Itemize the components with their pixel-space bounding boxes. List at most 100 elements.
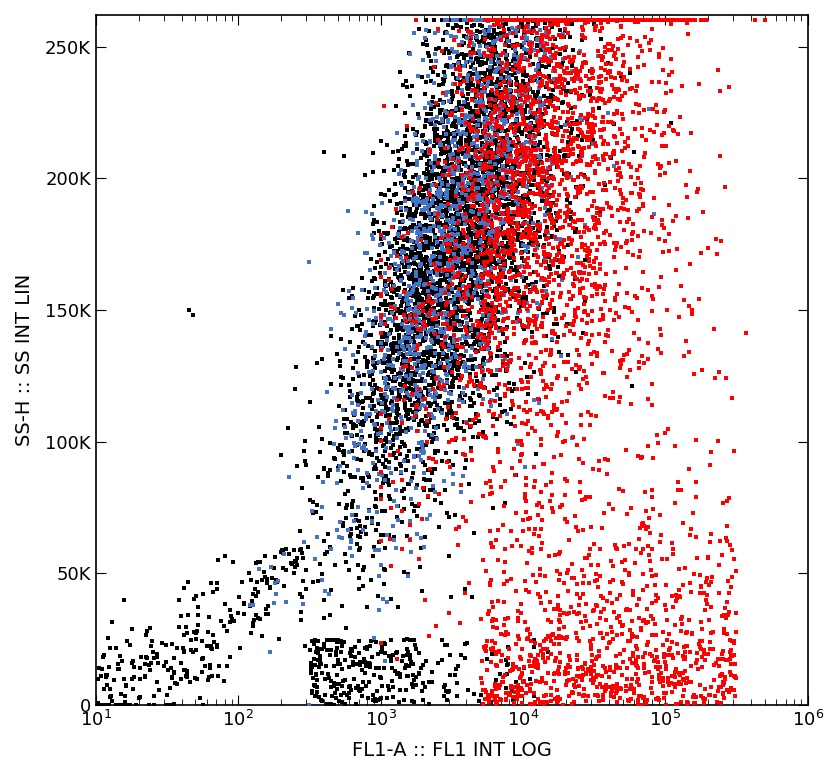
Point <box>466 195 480 207</box>
Point <box>431 311 445 323</box>
Point <box>607 50 621 62</box>
Point <box>558 25 571 37</box>
Point <box>503 35 516 47</box>
Point <box>450 260 463 272</box>
Point <box>602 14 616 26</box>
Point <box>490 258 503 270</box>
Point <box>477 219 491 231</box>
Point <box>390 399 404 412</box>
Point <box>466 174 480 187</box>
Point <box>584 260 597 272</box>
Point <box>412 391 425 404</box>
Point <box>476 226 489 239</box>
Point <box>440 318 454 330</box>
Point <box>545 467 559 479</box>
Point <box>486 182 499 195</box>
Point <box>551 241 565 253</box>
Point <box>475 216 488 229</box>
Point <box>477 222 491 234</box>
Point <box>483 187 497 199</box>
Point <box>550 102 564 115</box>
Point <box>527 132 540 144</box>
Point <box>504 165 518 177</box>
Point <box>425 676 439 688</box>
Point <box>495 322 508 335</box>
Point <box>452 56 466 68</box>
Point <box>505 230 519 243</box>
Point <box>474 14 487 26</box>
Point <box>446 381 459 393</box>
Point <box>465 202 478 215</box>
Point <box>562 149 576 161</box>
Point <box>539 656 552 668</box>
Point <box>610 612 623 625</box>
Point <box>471 125 484 137</box>
Point <box>597 116 610 129</box>
Point <box>435 374 449 387</box>
Point <box>488 41 502 53</box>
Point <box>362 446 376 459</box>
Point <box>472 224 485 236</box>
Point <box>503 75 517 88</box>
Point <box>386 346 399 359</box>
Point <box>401 294 414 307</box>
Point <box>481 274 494 287</box>
Point <box>333 439 347 451</box>
Point <box>515 98 529 111</box>
Point <box>647 102 660 115</box>
Point <box>598 46 612 58</box>
Point <box>350 453 363 465</box>
Point <box>568 14 581 26</box>
Point <box>534 43 548 56</box>
Point <box>571 14 584 26</box>
Point <box>524 149 538 161</box>
Point <box>347 409 361 422</box>
Point <box>488 678 502 691</box>
Point <box>336 517 349 529</box>
Point <box>576 670 589 682</box>
Point <box>452 40 466 52</box>
Point <box>471 191 484 204</box>
Point <box>593 281 607 294</box>
Point <box>429 371 442 384</box>
Point <box>538 241 551 253</box>
Point <box>482 335 496 347</box>
Point <box>445 233 458 246</box>
Point <box>491 157 504 170</box>
Point <box>513 105 527 118</box>
Point <box>368 422 382 435</box>
Point <box>479 23 492 36</box>
Point <box>589 599 602 611</box>
Point <box>524 157 537 170</box>
Point <box>399 454 412 467</box>
Point <box>499 687 513 699</box>
Point <box>458 191 472 203</box>
Point <box>502 14 515 26</box>
Point <box>328 453 341 465</box>
Point <box>467 379 481 391</box>
Point <box>699 683 712 695</box>
Point <box>381 405 394 417</box>
Point <box>469 346 482 359</box>
Point <box>495 207 508 219</box>
Point <box>503 88 517 101</box>
Point <box>591 668 604 680</box>
Point <box>647 655 660 667</box>
Point <box>455 164 468 177</box>
Point <box>420 284 433 296</box>
Point <box>389 283 403 295</box>
Point <box>407 195 420 208</box>
Point <box>563 30 576 43</box>
Point <box>353 684 367 697</box>
Point <box>480 132 493 144</box>
Point <box>439 252 452 264</box>
Point <box>560 14 573 26</box>
Point <box>709 232 722 245</box>
Point <box>425 371 439 384</box>
Point <box>467 167 481 179</box>
Point <box>491 246 504 258</box>
Point <box>438 70 451 82</box>
Point <box>532 14 545 26</box>
Point <box>629 543 643 556</box>
Point <box>623 14 636 26</box>
